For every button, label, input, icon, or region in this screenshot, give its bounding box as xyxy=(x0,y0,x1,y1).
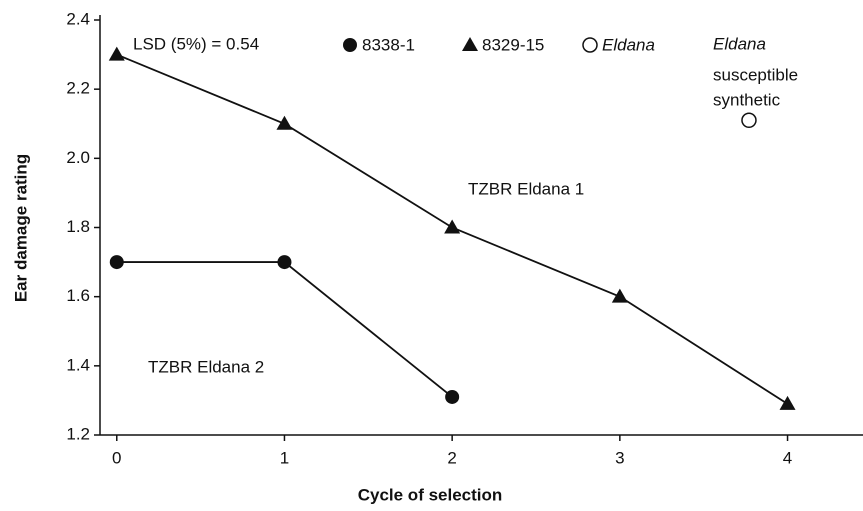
legend-label: 8338-1 xyxy=(362,35,415,54)
data-point xyxy=(109,255,124,270)
legend-label: 8329-15 xyxy=(482,35,544,54)
x-tick-label: 3 xyxy=(615,448,624,467)
y-tick-label: 1.4 xyxy=(66,355,90,374)
y-axis-label: Ear damage rating xyxy=(11,154,30,302)
y-tick-label: 2.4 xyxy=(66,9,90,28)
annotation: susceptible xyxy=(713,65,798,84)
legend-label: Eldana xyxy=(602,35,655,54)
x-tick-label: 4 xyxy=(783,448,792,467)
data-point xyxy=(611,288,628,303)
y-tick-label: 1.8 xyxy=(66,217,90,236)
y-tick-label: 2.0 xyxy=(66,148,90,167)
series-line xyxy=(116,261,453,398)
y-tick-label: 1.6 xyxy=(66,286,90,305)
legend-marker xyxy=(462,37,478,51)
annotation: Eldana xyxy=(713,34,766,53)
data-point xyxy=(779,395,796,410)
x-axis-label: Cycle of selection xyxy=(358,485,503,504)
annotation: synthetic xyxy=(713,90,781,109)
x-tick-label: 0 xyxy=(112,448,121,467)
data-point xyxy=(741,112,757,129)
y-tick-label: 2.2 xyxy=(66,79,90,98)
legend-marker xyxy=(343,38,357,52)
x-tick-label: 1 xyxy=(280,448,289,467)
annotation: TZBR Eldana 1 xyxy=(468,179,584,198)
x-tick-label: 2 xyxy=(447,448,456,467)
data-point xyxy=(276,115,293,130)
annotation: TZBR Eldana 2 xyxy=(148,357,264,376)
data-point xyxy=(108,46,125,61)
data-point xyxy=(444,219,461,234)
legend-marker xyxy=(582,37,598,53)
data-point xyxy=(445,389,460,404)
data-point xyxy=(277,255,292,270)
y-tick-label: 1.2 xyxy=(66,424,90,443)
legend-note: LSD (5%) = 0.54 xyxy=(133,34,259,53)
